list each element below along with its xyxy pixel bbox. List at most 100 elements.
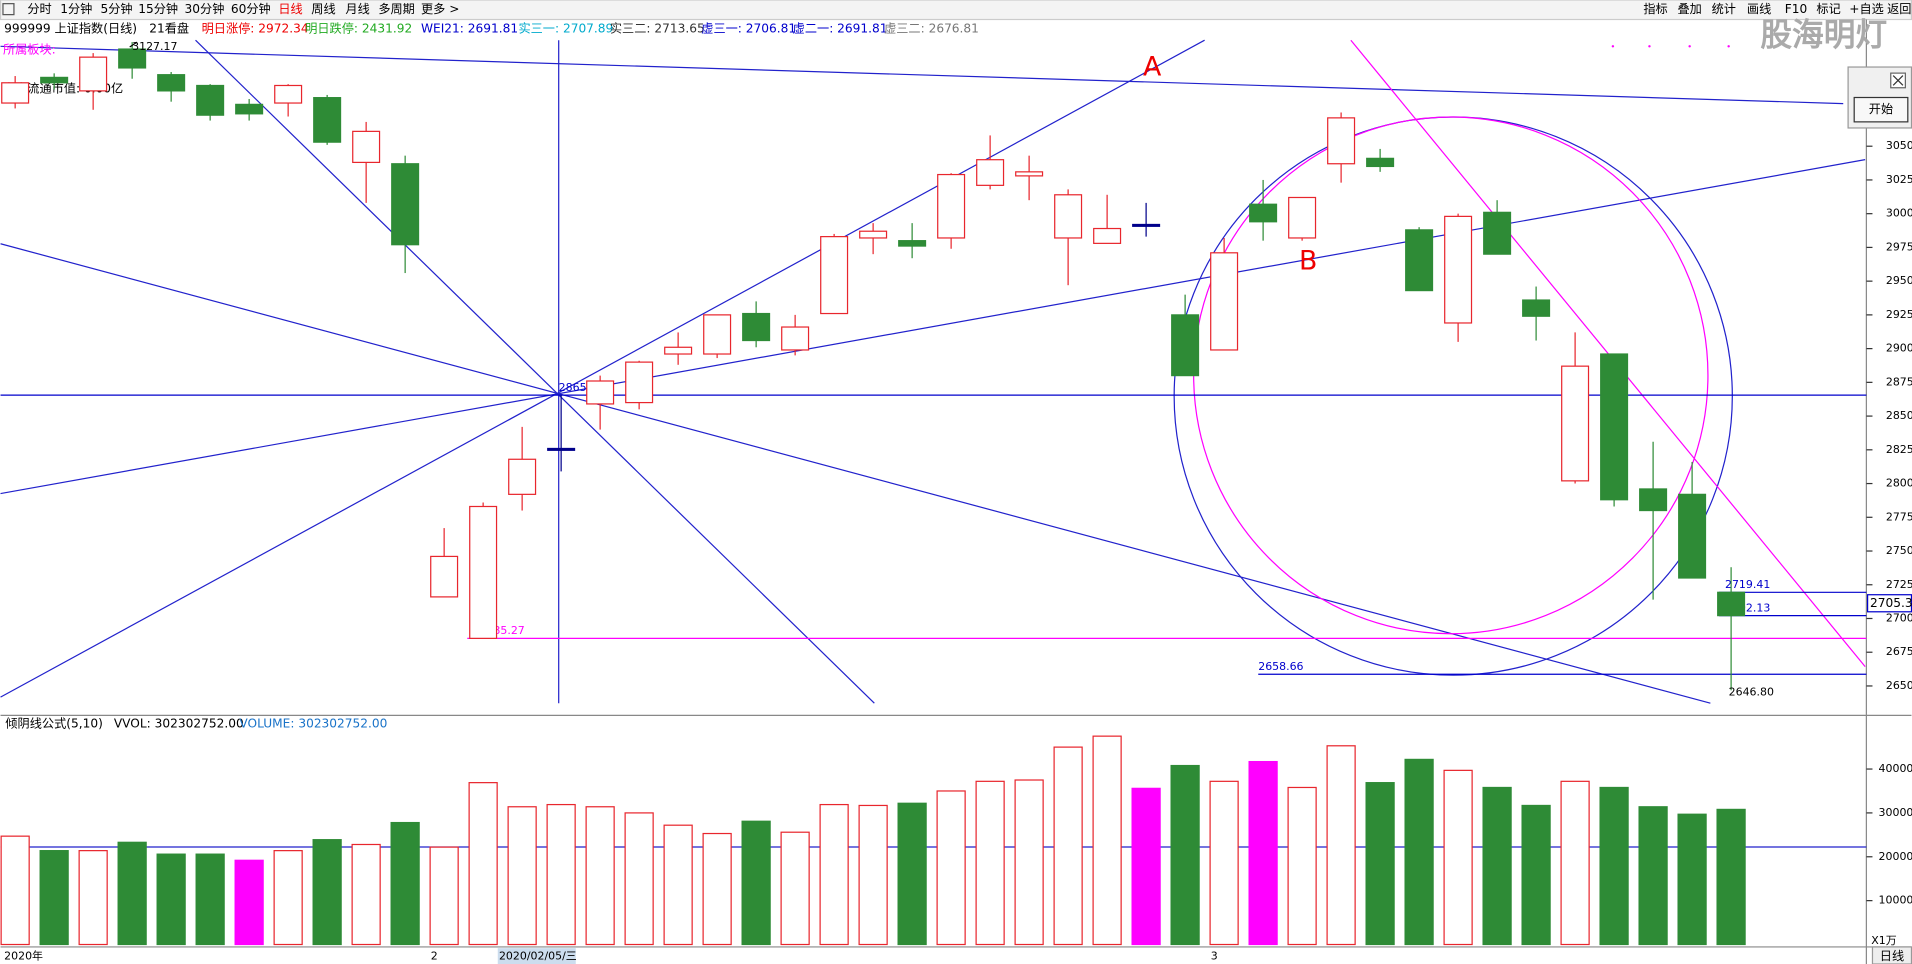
candle-body (40, 76, 69, 84)
candle-body (1054, 194, 1083, 239)
volume-bar (390, 821, 420, 946)
candle-body (586, 380, 615, 405)
candle-body (1093, 227, 1122, 244)
candle-body (976, 159, 1005, 186)
volume-bar (1677, 813, 1707, 946)
y-tick-label: 10000 (1879, 894, 1912, 907)
volume-bar (546, 803, 576, 946)
candle-body (937, 173, 966, 239)
date-highlight (497, 948, 576, 964)
volume-bar (312, 839, 342, 946)
period-button[interactable]: 1分钟 (60, 1, 92, 16)
candle-body (742, 312, 771, 342)
tool-button[interactable]: 统计 (1712, 2, 1736, 16)
volume-bar (1287, 786, 1317, 946)
volume-bar (1638, 806, 1668, 946)
tool-button[interactable]: +自选 (1849, 2, 1884, 16)
dot (1727, 45, 1730, 48)
volume-bar (897, 802, 927, 946)
y-tick-label: 2900 (1886, 342, 1912, 355)
period-button[interactable]: 多周期 (378, 2, 415, 16)
tool-button[interactable]: 标记 (1816, 2, 1840, 16)
volume-bar (624, 812, 654, 946)
volume-bar (78, 850, 108, 946)
period-button[interactable]: 日线 (278, 2, 302, 16)
dot (1648, 45, 1651, 48)
volume-indicator: VOLUME: 302302752.00 (239, 716, 387, 730)
volume-bar (468, 782, 498, 946)
y-tick-label: 3025 (1886, 173, 1912, 186)
candle-body (430, 555, 459, 598)
tool-button[interactable]: F10 (1785, 2, 1808, 16)
period-button[interactable]: 15分钟 (138, 1, 178, 16)
y-tick-label: 20000 (1879, 850, 1912, 863)
window-icon (2, 3, 15, 16)
info-item: 虚三二: 2676.81 (884, 22, 979, 36)
y-tick-label: 2675 (1886, 645, 1912, 658)
candle-body (118, 48, 147, 69)
info-item: 虚三一: 2706.81 (701, 22, 796, 36)
volume-bar (1560, 780, 1590, 946)
price-tag-label: 2705.3 (1870, 596, 1912, 610)
candle-body (157, 74, 186, 92)
candle-body (1210, 252, 1239, 351)
period-button[interactable]: 分时 (27, 2, 51, 16)
y-tick-label: 2975 (1886, 240, 1912, 253)
candle-body (1249, 203, 1278, 223)
volume-bar (585, 806, 615, 946)
tool-button[interactable]: 叠加 (1677, 2, 1701, 16)
trend-line (195, 39, 875, 704)
y-tick-label: 2750 (1886, 544, 1912, 557)
volume-bar (1092, 735, 1122, 946)
y-tick-label: 40000 (1879, 762, 1912, 775)
tool-button[interactable]: 返回 (1887, 2, 1911, 16)
volume-bar (1482, 786, 1512, 946)
price-tag (1866, 594, 1912, 613)
volume-bar (1014, 779, 1044, 946)
period-tab[interactable] (1871, 946, 1912, 964)
volume-bar (1365, 782, 1395, 946)
candle-body (1327, 117, 1356, 165)
candle-body (625, 361, 654, 404)
volume-bar (234, 859, 264, 946)
x-tick-label: 2020/02/05/三 (499, 950, 577, 963)
dot (1688, 45, 1691, 48)
trend-line (0, 159, 1866, 495)
period-button[interactable]: 更多 > (421, 2, 459, 16)
volume-bar (702, 832, 732, 946)
symbol: 999999 上证指数(日线) (4, 21, 137, 36)
volume-bar (1326, 745, 1356, 946)
tool-button[interactable]: 指标 (1643, 1, 1667, 16)
dot (1611, 45, 1615, 48)
volume-bar (1716, 808, 1746, 946)
candle-body (1717, 591, 1746, 617)
period-button[interactable]: 5分钟 (100, 1, 132, 16)
info-item: 实三二: 2713.65 (610, 21, 705, 36)
candle-body (703, 314, 732, 355)
start-button[interactable] (1853, 96, 1909, 123)
volume-bar (351, 843, 381, 946)
trend-line (0, 243, 1711, 704)
candle-body (1483, 211, 1512, 255)
volume-indicator: VVOL: 302302752.00 (114, 716, 244, 730)
candle-body (1639, 488, 1668, 512)
volume-bar (507, 806, 537, 946)
tool-button[interactable]: 画线 (1747, 2, 1771, 16)
candle-body (898, 240, 927, 247)
start-button-label: 开始 (1869, 102, 1893, 116)
volume-unit: X1万 (1871, 934, 1896, 947)
period-button[interactable]: 30分钟 (185, 1, 225, 16)
candle-body (235, 103, 264, 115)
dots (1611, 45, 1730, 48)
candle-body (196, 84, 225, 116)
period-button[interactable]: 60分钟 (231, 1, 271, 16)
volume-bar (39, 850, 69, 946)
period-button[interactable]: 周线 (311, 2, 335, 16)
candle-body (313, 97, 342, 143)
y-tick-label: 2925 (1886, 308, 1912, 321)
trend-line (0, 45, 1844, 105)
period-button[interactable]: 月线 (345, 2, 369, 16)
volume-bar (156, 853, 186, 946)
info-item: 明日涨停: 2972.34 (202, 21, 309, 36)
